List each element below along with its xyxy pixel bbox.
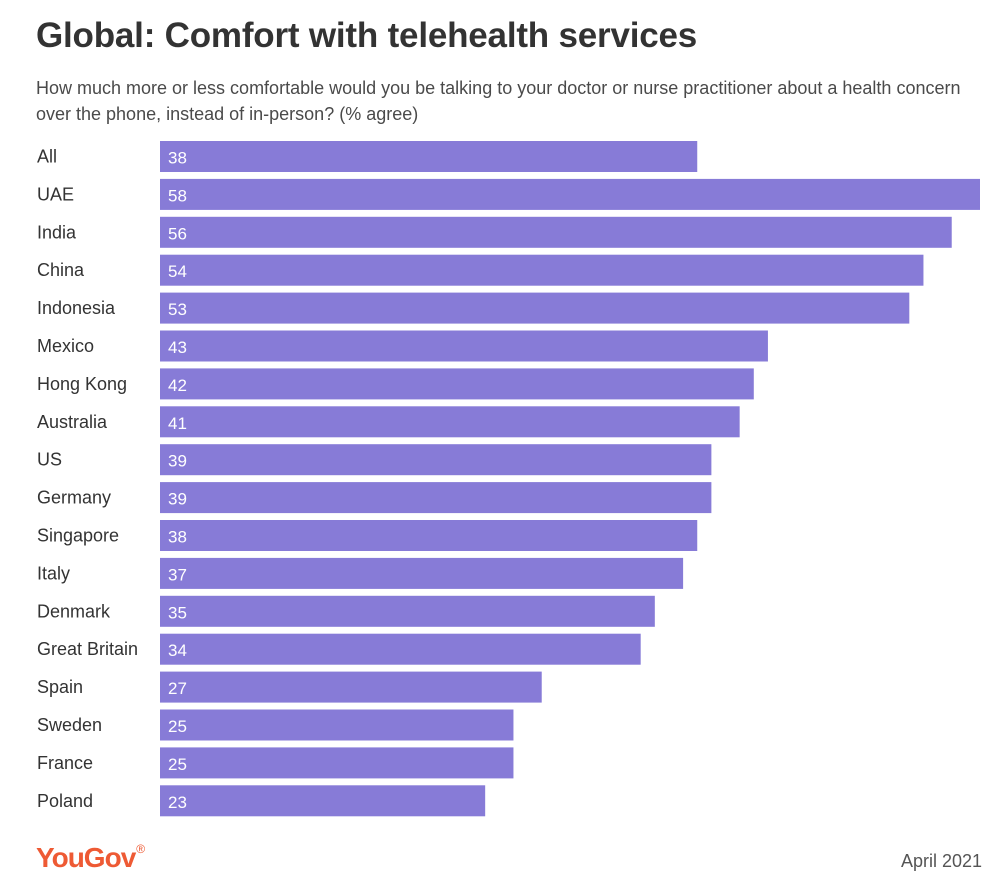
value-label: 23	[168, 793, 187, 812]
bar-row-sweden: Sweden 25	[37, 709, 514, 741]
value-label: 34	[168, 641, 187, 660]
publication-date: April 2021	[900, 851, 982, 871]
category-label: Great Britain	[37, 639, 138, 659]
bar-row-india: India 56	[37, 216, 952, 248]
value-label: 56	[168, 224, 187, 243]
value-label: 58	[168, 186, 187, 205]
category-label: All	[37, 147, 57, 167]
bar	[160, 292, 910, 324]
bar-row-great-britain: Great Britain 34	[37, 633, 641, 665]
bar	[160, 254, 924, 286]
bar	[160, 633, 641, 665]
bar	[160, 595, 655, 627]
value-label: 35	[168, 603, 187, 622]
value-label: 53	[168, 300, 187, 319]
bar-row-australia: Australia 41	[37, 406, 740, 438]
brand-registered-mark: ®	[136, 842, 145, 856]
category-label: Poland	[37, 791, 93, 811]
bar-row-poland: Poland 23	[37, 785, 486, 817]
yougov-logo: YouGov®	[36, 842, 145, 874]
value-label: 27	[168, 679, 187, 698]
category-label: Sweden	[37, 715, 102, 735]
bar	[160, 330, 768, 362]
value-label: 25	[168, 717, 187, 736]
category-label: China	[37, 260, 85, 280]
category-label: Hong Kong	[37, 374, 127, 394]
category-label: Denmark	[37, 601, 111, 621]
bar	[160, 444, 712, 476]
bar-row-us: US 39	[37, 444, 712, 476]
value-label: 43	[168, 338, 187, 357]
bar	[160, 368, 754, 400]
chart-subtitle: How much more or less comfortable would …	[36, 78, 961, 124]
bar-row-uae: UAE 58	[37, 178, 980, 210]
bar	[160, 178, 980, 210]
bar	[160, 671, 542, 703]
value-label: 39	[168, 490, 187, 509]
bar-row-germany: Germany 39	[37, 482, 712, 514]
value-label: 38	[168, 528, 187, 547]
category-label: US	[37, 450, 62, 470]
category-label: UAE	[37, 184, 74, 204]
value-label: 42	[168, 376, 187, 395]
bar-row-singapore: Singapore 38	[37, 520, 698, 551]
category-label: Germany	[37, 488, 111, 508]
bar-row-all: All 38	[37, 141, 698, 172]
bar	[160, 216, 952, 248]
value-label: 54	[168, 262, 187, 281]
value-label: 41	[168, 414, 187, 433]
chart-title: Global: Comfort with telehealth services	[36, 16, 698, 55]
bar-row-france: France 25	[37, 747, 514, 779]
bar-row-hong-kong: Hong Kong 42	[37, 368, 754, 400]
category-label: India	[37, 222, 77, 242]
bar	[160, 557, 684, 589]
brand-name: YouGov	[36, 842, 136, 873]
bar	[160, 785, 486, 817]
category-label: Italy	[37, 563, 70, 583]
category-label: France	[37, 753, 93, 773]
bar	[160, 709, 514, 741]
category-label: Mexico	[37, 336, 94, 356]
bar-row-china: China 54	[37, 254, 924, 286]
category-label: Indonesia	[37, 298, 116, 318]
bar	[160, 141, 698, 172]
category-label: Singapore	[37, 526, 119, 546]
category-label: Australia	[37, 412, 108, 432]
bar	[160, 747, 514, 779]
value-label: 39	[168, 452, 187, 471]
value-label: 38	[168, 149, 187, 168]
bar	[160, 482, 712, 514]
category-label: Spain	[37, 677, 83, 697]
value-label: 25	[168, 755, 187, 774]
value-label: 37	[168, 565, 187, 584]
bar	[160, 520, 698, 551]
bar-row-denmark: Denmark 35	[37, 595, 655, 627]
bar-row-indonesia: Indonesia 53	[37, 292, 910, 324]
bar-row-spain: Spain 27	[37, 671, 542, 703]
bar-row-mexico: Mexico 43	[37, 330, 768, 362]
bar	[160, 406, 740, 438]
bar-row-italy: Italy 37	[37, 557, 684, 589]
